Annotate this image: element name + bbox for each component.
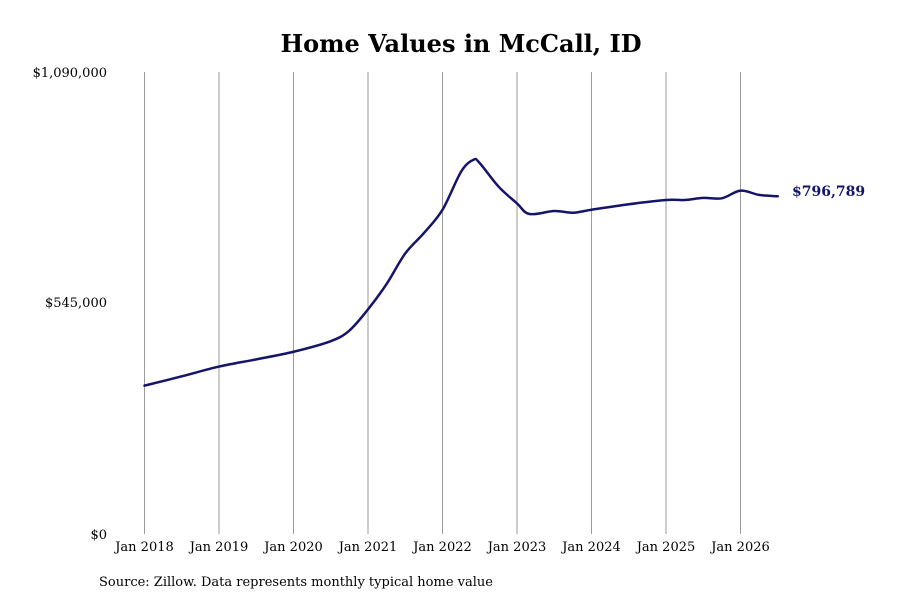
home-value-line [143,157,779,387]
x-tick-label: Jan 2026 [709,540,770,555]
x-tick-label: Jan 2023 [486,540,547,555]
y-tick-label-mid: $545,000 [45,296,107,311]
x-tick-label: Jan 2022 [411,540,472,555]
x-tick-label: Jan 2024 [560,540,621,555]
y-tick-label-max: $1,090,000 [33,66,107,81]
chart-title: Home Values in McCall, ID [280,29,641,58]
x-gridlines [144,72,741,534]
x-tick-label: Jan 2019 [188,540,249,555]
x-tick-label: Jan 2025 [635,540,696,555]
x-tick-label: Jan 2020 [262,540,323,555]
x-tick-label: Jan 2021 [337,540,398,555]
source-note: Source: Zillow. Data represents monthly … [99,575,493,590]
x-tick-labels: Jan 2018 Jan 2019 Jan 2020 Jan 2021 Jan 2022… [113,540,770,555]
y-tick-label-zero: $0 [90,528,107,543]
x-tick-label: Jan 2018 [113,540,174,555]
latest-value-label: $796,789 [792,184,865,200]
